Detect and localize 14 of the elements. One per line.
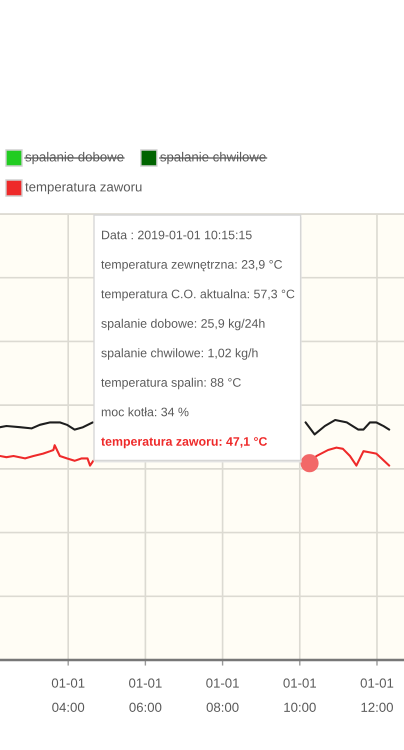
text: moc kotła: 34 %	[102, 407, 188, 416]
text: spalanie dobowe: 25,9 kg/24h	[101, 318, 264, 330]
text: temperatura spalin: 88 °C	[101, 378, 241, 390]
legend-label: temperatura zaworu	[25, 182, 142, 194]
x-tick-label: 01-01 10:00	[283, 678, 316, 712]
x-tick-label: 01-01 04:00	[52, 678, 84, 712]
text: spalanie chwilowe: 1,02 kg/h	[101, 348, 258, 360]
text: temperatura zewnętrzna: 23,9 °C	[101, 260, 282, 272]
x-tick-label: 01-01 12:00	[360, 678, 394, 712]
text: temperatura C.O. aktualna: 57,3 °C	[101, 289, 294, 301]
annotation: temperatura zaworu: 47,1 °C	[101, 437, 268, 448]
x-tick-label: 01-01 08:00	[206, 678, 239, 712]
text: Data : 2019-01-01 10:15:15	[102, 230, 252, 240]
x-tick-label: 01-01 06:00	[129, 678, 162, 712]
